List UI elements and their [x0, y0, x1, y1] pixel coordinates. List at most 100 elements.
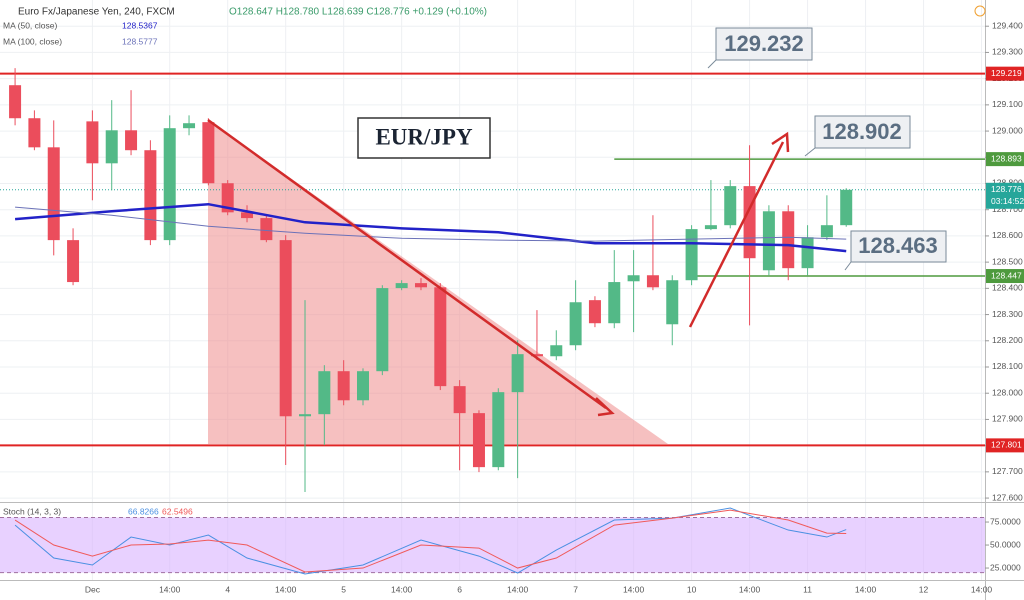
callout-label: 129.232 — [724, 31, 804, 56]
x-tick-label: 14:00 — [391, 584, 413, 594]
x-tick-label: 11 — [803, 584, 812, 594]
callout-box — [814, 115, 911, 149]
y-tick-label: 25.0000 — [990, 562, 1021, 572]
x-tick-label: 6 — [457, 584, 462, 594]
y-tick-label: 127.600 — [992, 492, 1023, 502]
candle-body — [472, 413, 485, 468]
candle-body — [704, 225, 717, 230]
candle-body — [569, 302, 582, 346]
candle-body — [588, 300, 601, 324]
level-label: 128.893 — [991, 153, 1022, 163]
callout-label: 128.902 — [822, 119, 902, 144]
candle-body — [685, 229, 698, 281]
candle-body — [453, 386, 466, 414]
legend-value: 62.5496 — [162, 506, 193, 516]
trend-arrow — [207, 118, 607, 410]
callout-box — [715, 27, 813, 61]
legend-value: 128.5367 — [122, 20, 158, 30]
y-tick-label: 128.200 — [992, 335, 1023, 345]
candle-body — [86, 121, 99, 164]
candle-body — [318, 371, 331, 415]
candle-body — [743, 186, 756, 259]
candle-body — [820, 225, 833, 238]
candle-body — [395, 283, 408, 289]
y-tick-label: 129.300 — [992, 47, 1023, 57]
legend-name: MA (50, close) — [3, 20, 57, 30]
y-tick-label: 128.600 — [992, 230, 1023, 240]
x-tick-label: 7 — [573, 584, 578, 594]
y-tick-label: 129.100 — [992, 99, 1023, 109]
y-tick-label: 128.000 — [992, 387, 1023, 397]
candle-body — [144, 150, 157, 241]
x-tick-label: 14:00 — [855, 584, 877, 594]
x-tick-label: 4 — [225, 584, 230, 594]
indicator-name: Stoch (14, 3, 3) — [3, 506, 61, 516]
candle-body — [511, 354, 524, 393]
x-tick-label: 5 — [341, 584, 346, 594]
candle-body — [202, 122, 215, 184]
y-tick-label: 128.700 — [992, 204, 1023, 214]
y-tick-label: 127.700 — [992, 466, 1023, 476]
candle-body — [356, 371, 369, 401]
candle-body — [279, 240, 292, 417]
y-tick-label: 128.400 — [992, 283, 1023, 293]
info-icon[interactable] — [974, 5, 986, 17]
callout-box — [850, 230, 947, 263]
x-tick-label: 14:00 — [971, 584, 993, 594]
arrow-head — [595, 397, 615, 417]
level-tag — [986, 438, 1024, 453]
candle-body — [163, 128, 176, 241]
candle-body — [801, 237, 814, 269]
level-tag — [986, 152, 1024, 167]
x-tick-label: 14:00 — [159, 584, 181, 594]
last-price-label: 128.776 — [991, 184, 1022, 194]
title-box — [357, 117, 491, 159]
moving-average — [14, 202, 847, 253]
candle-body — [762, 211, 775, 271]
y-tick-label: 129.400 — [992, 20, 1023, 30]
x-tick-label: 14:00 — [275, 584, 297, 594]
legend-name: MA (100, close) — [3, 36, 62, 46]
candle-body — [608, 282, 621, 324]
x-tick-label: 14:00 — [739, 584, 761, 594]
candle-body — [627, 275, 640, 282]
candle-body — [47, 147, 60, 241]
x-tick-label: 10 — [687, 584, 697, 594]
x-tick-label: 14:00 — [507, 584, 529, 594]
level-tag — [986, 66, 1024, 81]
candle-body — [782, 211, 795, 269]
candle-body — [434, 287, 447, 387]
callout-pointer — [804, 147, 816, 157]
level-label: 127.801 — [991, 440, 1022, 450]
stoch-line — [14, 507, 847, 575]
candle-body — [376, 288, 389, 372]
y-tick-label: 128.500 — [992, 256, 1023, 266]
x-tick-label: 12 — [919, 584, 929, 594]
candle-body — [492, 392, 505, 468]
y-tick-label: 75.0000 — [990, 516, 1021, 526]
candle-body — [299, 414, 312, 417]
up-arrow — [688, 141, 785, 328]
level-label: 128.447 — [991, 270, 1022, 280]
ohlc: O128.647 H128.780 L128.639 C128.776 +0.1… — [229, 7, 487, 18]
triangle-pattern — [208, 120, 668, 444]
callout-pointer — [707, 59, 717, 69]
candle-body — [260, 218, 273, 241]
y-tick-label: 128.100 — [992, 361, 1023, 371]
stoch-line — [14, 509, 847, 573]
candle-body — [183, 123, 196, 129]
arrow-head — [771, 131, 790, 153]
candle-body — [666, 280, 679, 325]
candle-body — [646, 275, 659, 288]
candle-body — [530, 354, 543, 357]
candle-body — [105, 130, 118, 164]
candle-body — [28, 118, 41, 148]
annotation-title: EUR/JPY — [375, 124, 473, 149]
symbol-title: Euro Fx/Japanese Yen, 240, FXCM — [18, 7, 175, 18]
callout-pointer — [844, 261, 852, 271]
candle-body — [414, 283, 427, 288]
candle-body — [241, 212, 254, 219]
level-label: 129.219 — [991, 68, 1022, 78]
candle-body — [840, 189, 853, 226]
